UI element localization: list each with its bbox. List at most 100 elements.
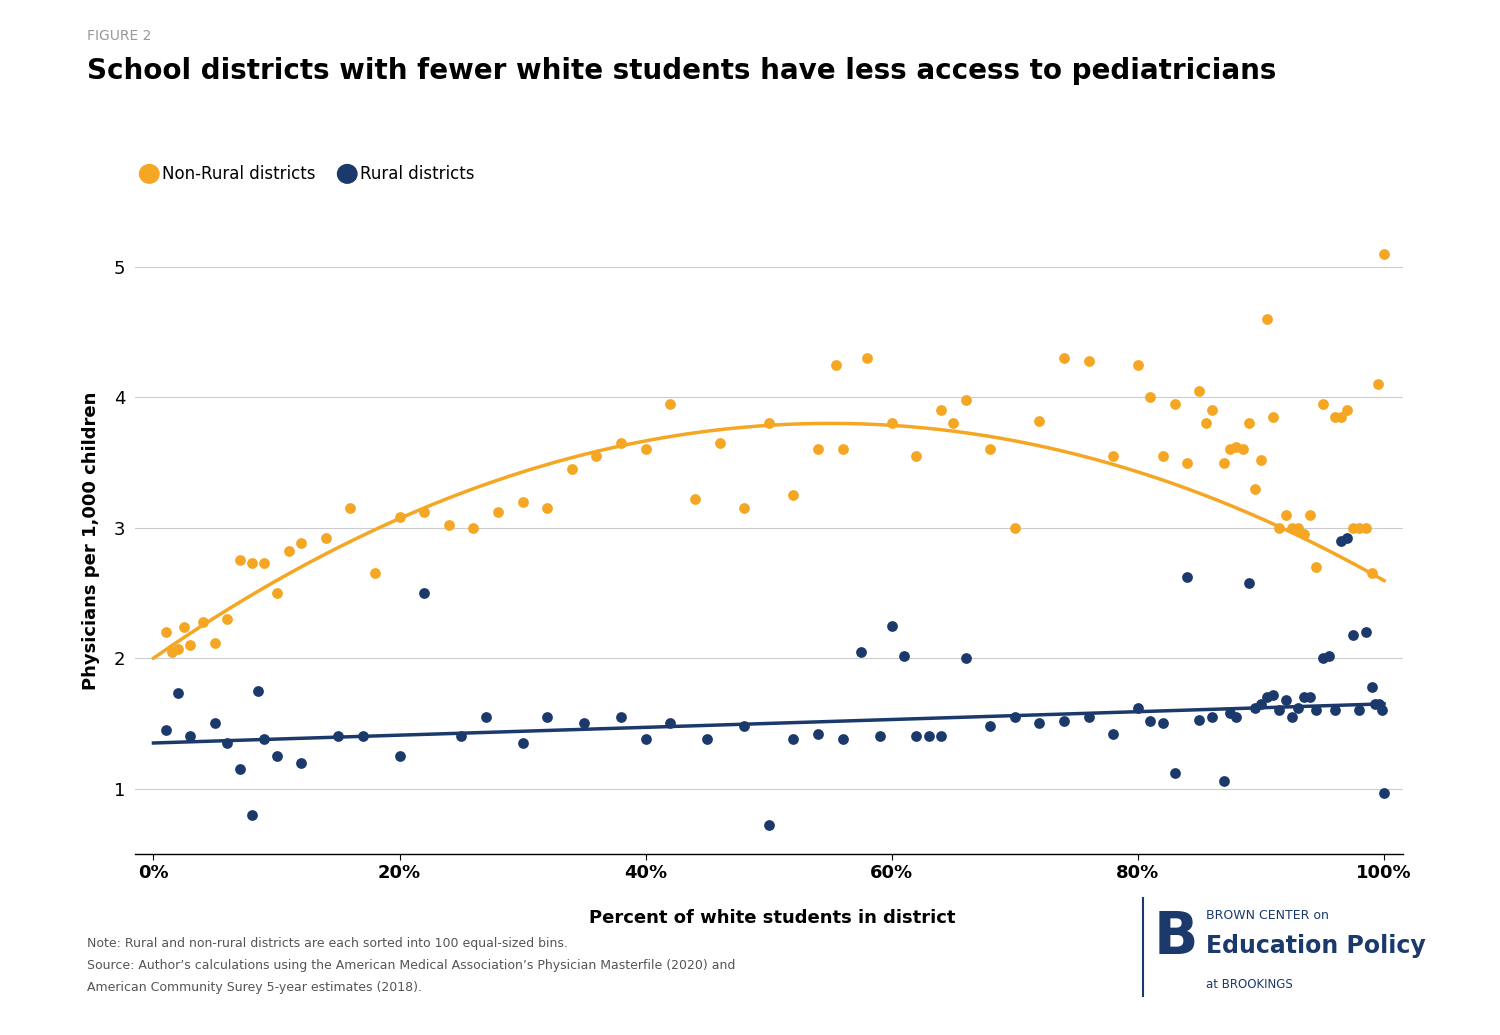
Point [849, 644, 873, 660]
Point [1347, 702, 1371, 718]
Point [536, 500, 560, 516]
Point [782, 731, 806, 747]
Point [1250, 696, 1274, 712]
Point [1028, 715, 1051, 732]
Point [806, 726, 830, 742]
Point [1150, 448, 1174, 465]
Point [855, 350, 879, 366]
Point [1218, 441, 1242, 457]
Point [1162, 765, 1186, 781]
Point [252, 731, 276, 747]
Point [904, 729, 928, 745]
Point [160, 644, 184, 660]
Point [154, 624, 178, 641]
Point [1138, 712, 1162, 729]
Point [1028, 413, 1051, 430]
Point [314, 530, 338, 546]
Point [448, 729, 472, 745]
Point [462, 520, 486, 536]
Point [560, 461, 584, 477]
Point [1188, 383, 1212, 400]
Point [1256, 689, 1280, 706]
Point [1101, 726, 1125, 742]
Point [166, 641, 190, 657]
Point [1305, 559, 1329, 575]
Point [1341, 626, 1365, 643]
Point [486, 504, 510, 521]
Point [510, 494, 534, 510]
Point [825, 356, 849, 373]
Point [326, 729, 350, 745]
Y-axis label: Physicians per 1,000 children: Physicians per 1,000 children [82, 391, 100, 690]
Point [1162, 395, 1186, 412]
Point [172, 619, 196, 635]
Point [1194, 415, 1218, 432]
Point [1292, 689, 1316, 706]
Point [1359, 565, 1383, 582]
Point [1174, 454, 1198, 471]
Point [1353, 624, 1377, 641]
Point [1126, 700, 1150, 716]
Point [708, 435, 732, 451]
Point [1052, 350, 1076, 366]
Point [1298, 689, 1322, 706]
Text: Source: Author’s calculations using the American Medical Association’s Physician: Source: Author’s calculations using the … [87, 959, 735, 973]
Point [1323, 409, 1347, 425]
Point [732, 717, 756, 734]
Point [978, 441, 1002, 457]
Point [363, 565, 387, 582]
Point [1174, 569, 1198, 586]
Point [585, 448, 609, 465]
Point [831, 731, 855, 747]
Point [264, 585, 288, 601]
Point [609, 709, 633, 726]
Point [202, 715, 226, 732]
Point [1188, 711, 1212, 728]
Point [942, 415, 966, 432]
Point [1101, 448, 1125, 465]
Point [154, 721, 178, 738]
Point [413, 504, 436, 521]
Point [1200, 709, 1224, 726]
Point [1200, 402, 1224, 418]
Point [978, 717, 1002, 734]
Point [880, 617, 904, 633]
Text: American Community Surey 5-year estimates (2018).: American Community Surey 5-year estimate… [87, 981, 422, 995]
Point [216, 735, 240, 751]
Point [166, 685, 190, 702]
Point [1150, 715, 1174, 732]
Point [387, 509, 411, 526]
Point [782, 486, 806, 503]
Point [892, 647, 916, 663]
Text: BROWN CENTER on: BROWN CENTER on [1206, 909, 1329, 922]
Text: Percent of white students in district: Percent of white students in district [590, 909, 956, 927]
Point [510, 735, 534, 751]
Point [1052, 712, 1076, 729]
Point [387, 747, 411, 764]
Point [572, 715, 596, 732]
Point [278, 543, 302, 560]
Point [339, 500, 363, 516]
Point [1236, 574, 1260, 591]
Point [216, 611, 240, 627]
Point [732, 500, 756, 516]
Point [1347, 520, 1371, 536]
Point [831, 441, 855, 457]
Point [228, 552, 252, 568]
Point [1274, 691, 1298, 708]
Point [1268, 520, 1292, 536]
Point [1212, 772, 1236, 789]
Point [1323, 702, 1347, 718]
Point [290, 535, 314, 552]
Point [1126, 356, 1150, 373]
Point [806, 441, 830, 457]
Text: School districts with fewer white students have less access to pediatricians: School districts with fewer white studen… [87, 57, 1276, 85]
Point [1311, 395, 1335, 412]
Point [758, 817, 782, 833]
Point [413, 585, 436, 601]
Point [1366, 376, 1390, 392]
Point [1077, 353, 1101, 369]
Point [290, 755, 314, 771]
Point [1364, 696, 1388, 712]
Point [1244, 480, 1268, 497]
